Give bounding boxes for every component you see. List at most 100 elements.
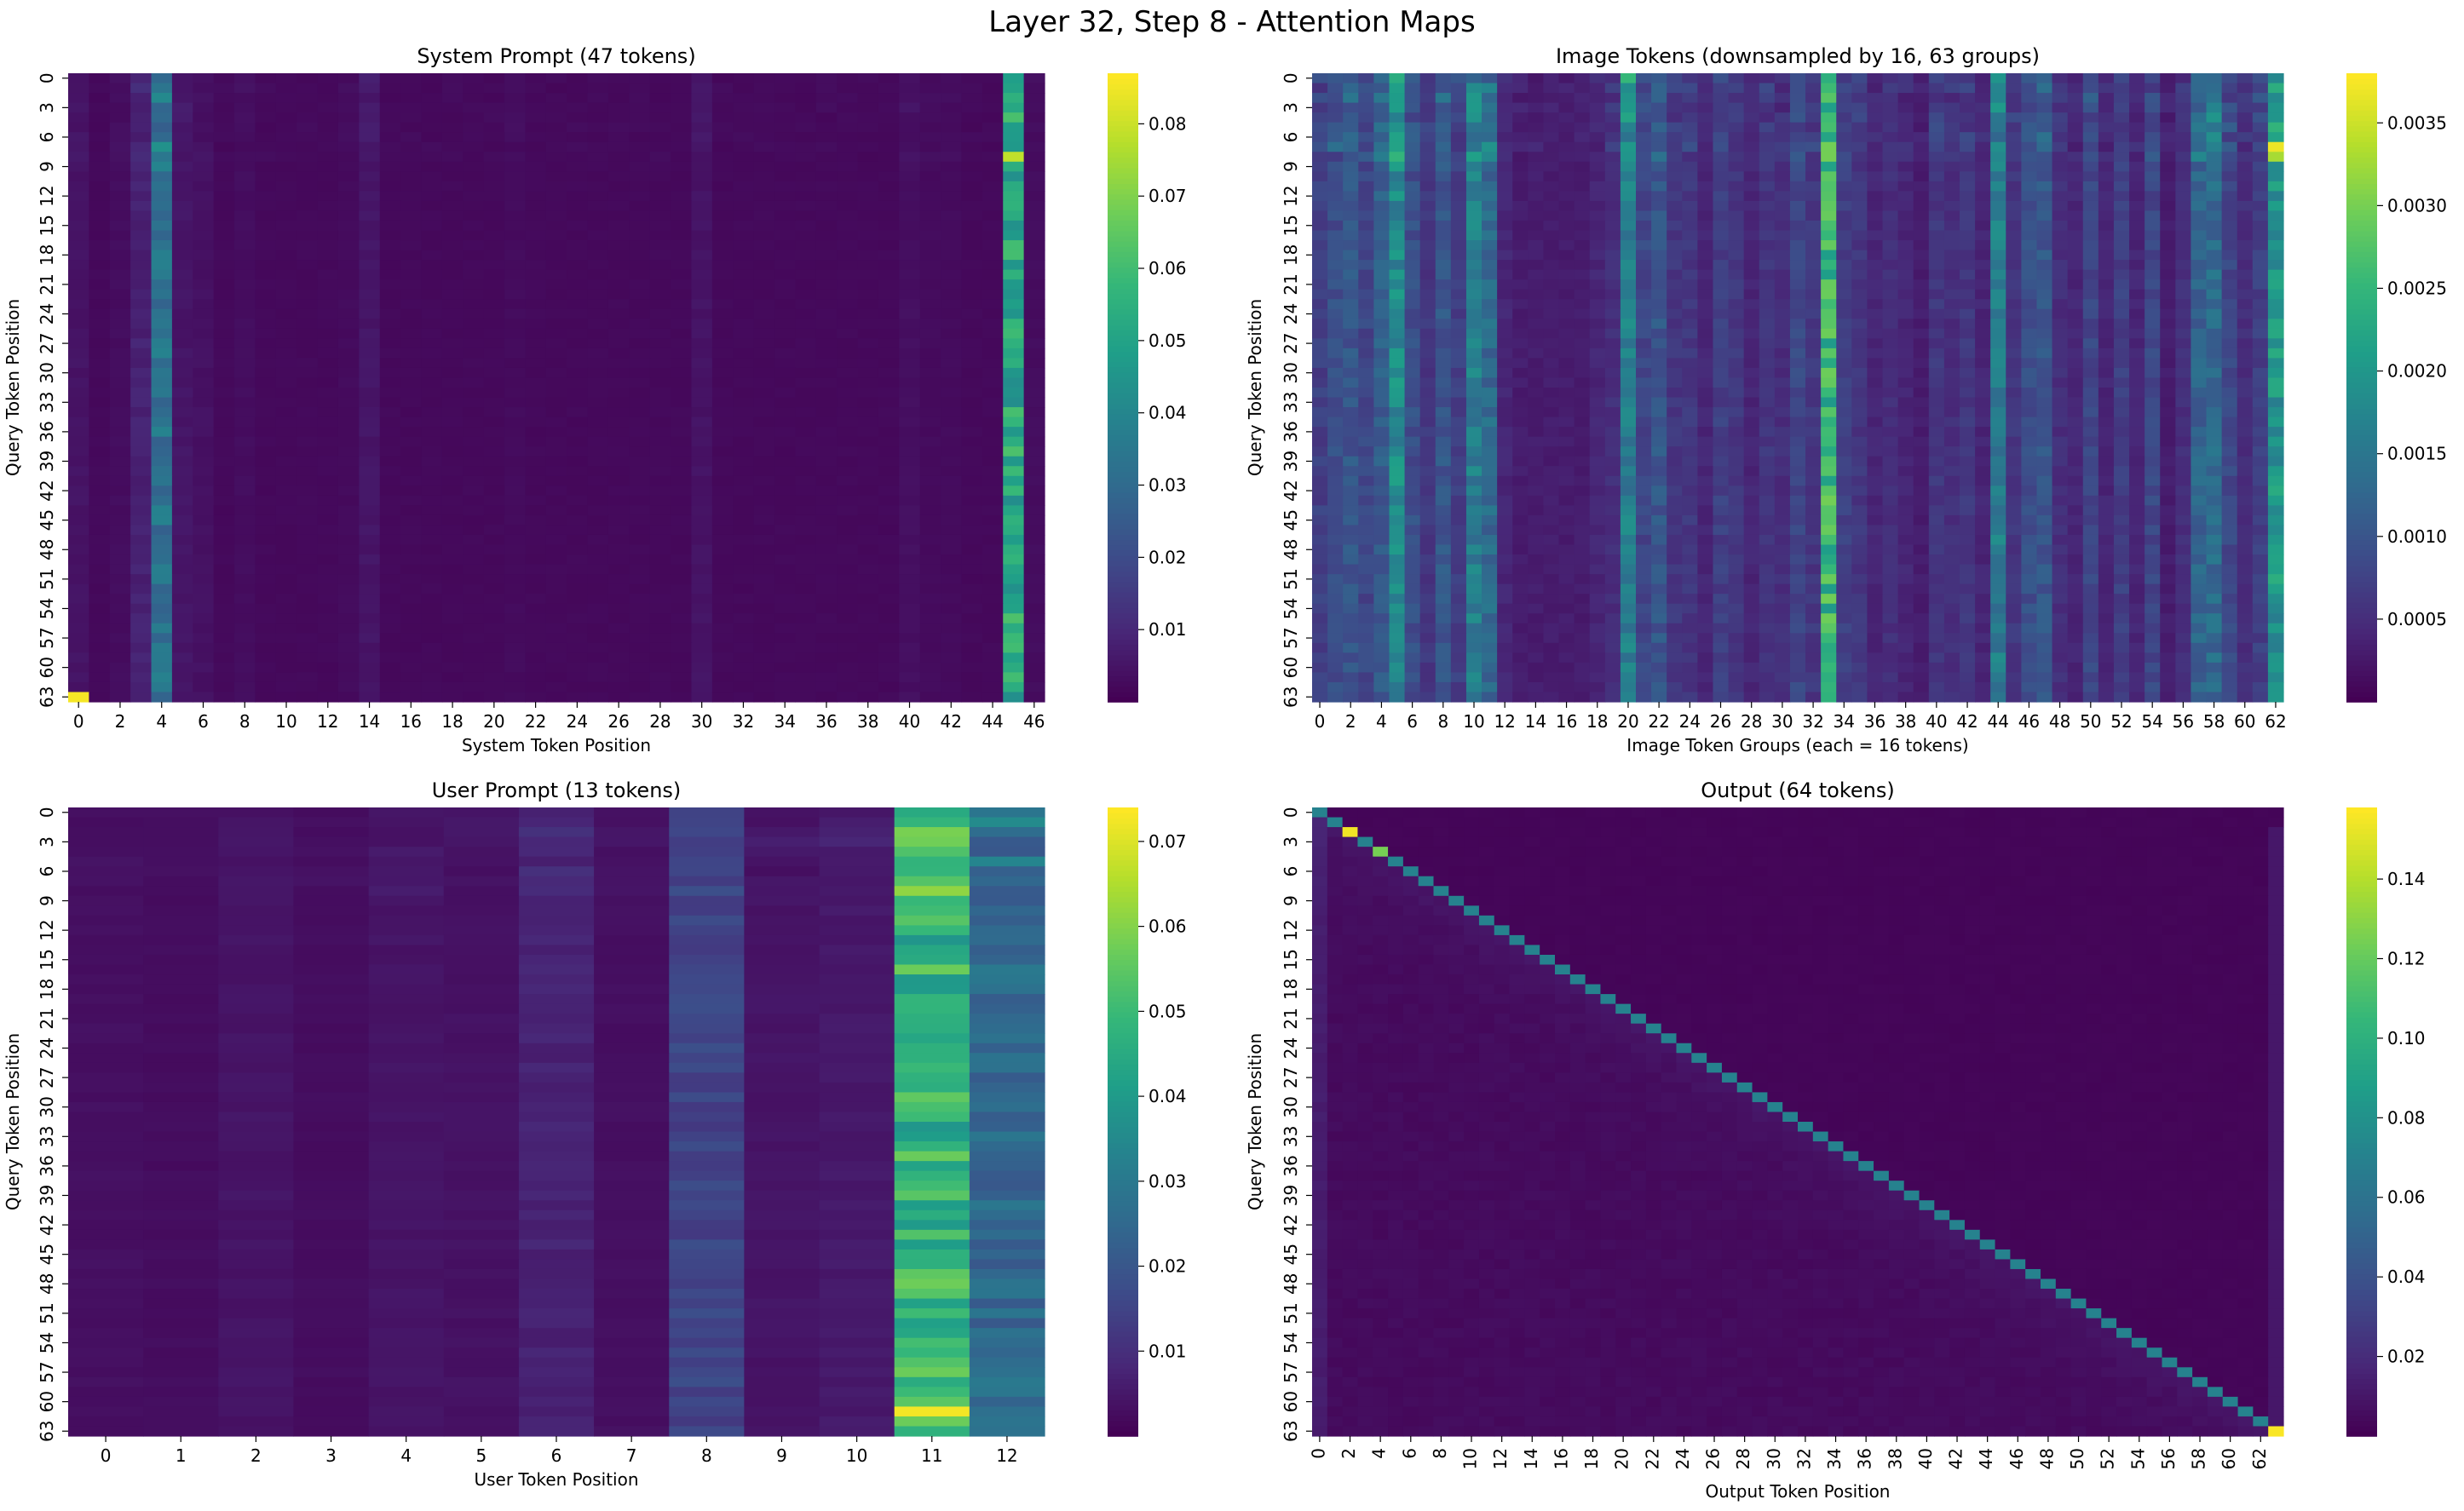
heatmap-cell	[1898, 171, 1914, 181]
heatmap-cell	[650, 123, 671, 133]
heatmap-cell	[1744, 191, 1760, 201]
heatmap-cell	[941, 152, 962, 162]
heatmap-cell	[1651, 73, 1667, 83]
heatmap-cell	[774, 201, 796, 211]
heatmap-cell	[546, 496, 567, 506]
heatmap-cell	[1343, 290, 1359, 300]
heatmap-cell	[982, 231, 1004, 241]
heatmap-cell	[608, 427, 630, 437]
heatmap-cell	[629, 407, 650, 417]
heatmap-cell	[1744, 73, 1760, 83]
heatmap-cell	[255, 132, 276, 142]
colorbar-step	[1108, 560, 1138, 566]
heatmap-cell	[1327, 93, 1344, 103]
heatmap-cell	[380, 103, 401, 113]
heatmap-cell	[296, 446, 318, 457]
heatmap-cell	[193, 260, 214, 270]
heatmap-cell	[546, 388, 567, 398]
heatmap-cell	[795, 93, 816, 103]
heatmap-cell	[691, 652, 712, 663]
heatmap-cell	[255, 623, 276, 634]
heatmap-cell	[276, 377, 297, 388]
heatmap-cell	[2036, 221, 2052, 231]
heatmap-cell	[89, 319, 110, 329]
heatmap-cell	[1883, 123, 1899, 133]
heatmap-cell	[1713, 329, 1729, 339]
heatmap-cell	[1003, 417, 1024, 428]
heatmap-cell	[1975, 142, 1991, 152]
heatmap-cell	[2052, 171, 2069, 181]
heatmap-cell	[733, 623, 754, 634]
heatmap-cell	[1590, 93, 1606, 103]
heatmap-cell	[650, 181, 671, 192]
heatmap-cell	[255, 565, 276, 575]
heatmap-cell	[816, 485, 838, 496]
heatmap-cell	[1024, 496, 1045, 506]
heatmap-cell	[899, 112, 920, 123]
heatmap-cell	[152, 604, 173, 614]
heatmap-cell	[2021, 83, 2037, 94]
heatmap-cell	[2021, 103, 2037, 113]
heatmap-cell	[1667, 171, 1683, 181]
heatmap-cell	[296, 633, 318, 643]
y-tick-label: 45	[37, 509, 57, 531]
heatmap-cell	[899, 191, 920, 201]
heatmap-cell	[650, 633, 671, 643]
heatmap-cell	[1821, 201, 1837, 211]
heatmap-cell	[2144, 299, 2161, 309]
heatmap-cell	[941, 437, 962, 447]
heatmap-cell	[712, 240, 734, 250]
heatmap-cell	[296, 604, 318, 614]
heatmap-cell	[712, 142, 734, 152]
heatmap-cell	[1667, 299, 1683, 309]
heatmap-cell	[1575, 250, 1591, 261]
heatmap-cell	[193, 398, 214, 408]
heatmap-cell	[89, 574, 110, 584]
heatmap-cell	[110, 152, 131, 162]
heatmap-cell	[1975, 112, 1991, 123]
heatmap-cell	[463, 290, 484, 300]
heatmap-cell	[463, 162, 484, 172]
heatmap-cell	[733, 309, 754, 319]
colorbar-step	[1108, 241, 1138, 247]
heatmap-cell	[130, 427, 152, 437]
heatmap-cell	[2052, 181, 2069, 192]
heatmap-cell	[255, 682, 276, 692]
heatmap-cell	[1436, 319, 1452, 329]
heatmap-cell	[1651, 231, 1667, 241]
heatmap-cell	[899, 457, 920, 467]
heatmap-cell	[546, 584, 567, 595]
heatmap-cell	[1929, 123, 1945, 133]
heatmap-cell	[774, 348, 796, 359]
heatmap-cell	[961, 152, 982, 162]
heatmap-cell	[380, 309, 401, 319]
heatmap-cell	[567, 417, 588, 428]
heatmap-cell	[2253, 250, 2269, 261]
heatmap-cell	[608, 270, 630, 280]
heatmap-cell	[1389, 171, 1405, 181]
heatmap-cell	[152, 643, 173, 653]
heatmap-cell	[1883, 83, 1899, 94]
heatmap-cell	[1373, 260, 1390, 270]
heatmap-cell	[2083, 279, 2099, 290]
heatmap-cell	[2021, 171, 2037, 181]
heatmap-cell	[504, 348, 526, 359]
heatmap-cell	[1575, 191, 1591, 201]
heatmap-cell	[1389, 73, 1405, 83]
heatmap-cell	[2021, 93, 2037, 103]
heatmap-cell	[484, 545, 505, 555]
heatmap-cell	[1024, 417, 1045, 428]
heatmap-cell	[1790, 171, 1806, 181]
heatmap-cell	[400, 535, 422, 545]
heatmap-cell	[1512, 123, 1528, 133]
heatmap-cell	[588, 466, 609, 476]
heatmap-cell	[2068, 250, 2084, 261]
heatmap-cell	[795, 584, 816, 595]
heatmap-cell	[2052, 240, 2069, 250]
heatmap-cell	[214, 692, 235, 702]
heatmap-cell	[1960, 181, 1976, 192]
heatmap-cell	[400, 231, 422, 241]
heatmap-cell	[276, 231, 297, 241]
heatmap-cell	[1420, 210, 1436, 221]
heatmap-cell	[961, 93, 982, 103]
